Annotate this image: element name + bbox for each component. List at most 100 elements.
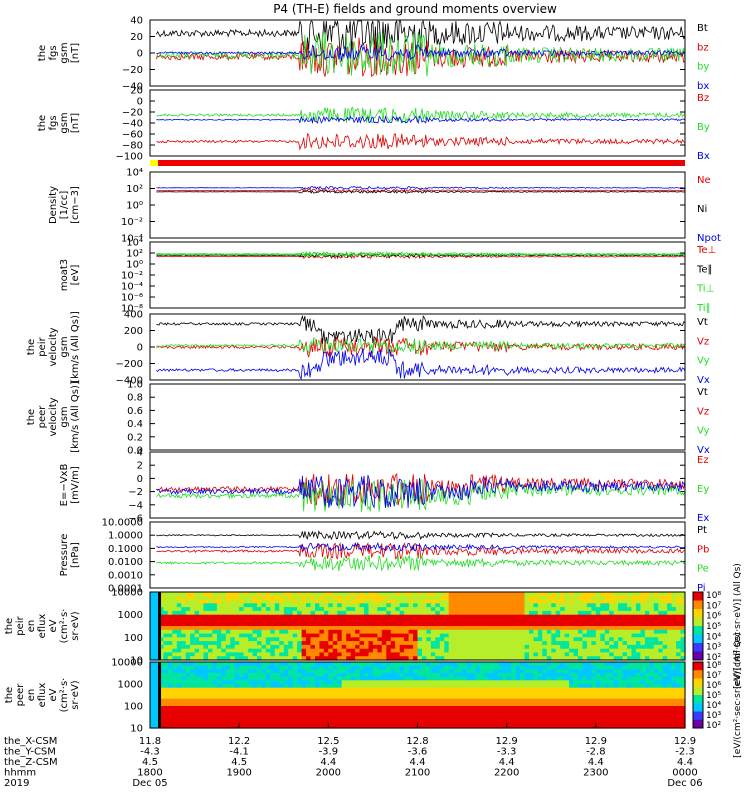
y-tick-label: 0 (137, 343, 143, 354)
heatmap-cell (212, 648, 218, 654)
heatmap-cell (252, 603, 258, 608)
heatmap-cell (216, 713, 222, 718)
heatmap-cell (199, 698, 205, 703)
heatmap-cell (323, 684, 329, 689)
heatmap-cell (640, 644, 646, 650)
heatmap-cell (341, 610, 347, 616)
heatmap-cell (292, 656, 298, 661)
colorbar-segment (693, 617, 703, 627)
heatmap-cell (279, 662, 285, 667)
heatmap-cell (221, 680, 227, 685)
heatmap-cell (529, 633, 535, 638)
heatmap-cell (381, 599, 387, 604)
heatmap-cell (653, 724, 659, 729)
heatmap-cell (368, 673, 374, 678)
heatmap-cell (283, 637, 289, 642)
heatmap-cell (239, 706, 245, 711)
heatmap-cell (622, 592, 628, 597)
legend-label: Ey (697, 484, 709, 495)
heatmap-cell (292, 607, 298, 612)
heatmap-cell (435, 652, 441, 657)
heatmap-cell (248, 709, 254, 714)
y-tick-label: 10⁻⁴ (121, 234, 143, 245)
heatmap-cell (341, 720, 347, 725)
heatmap-cell (569, 607, 575, 612)
heatmap-cell (653, 702, 659, 707)
y-tick-label: −4 (128, 500, 143, 511)
heatmap-cell (546, 676, 552, 681)
heatmap-cell (257, 592, 263, 597)
heatmap-cell (150, 637, 156, 642)
heatmap-cell (288, 706, 294, 711)
heatmap-cell (297, 626, 303, 631)
heatmap-cell (239, 717, 245, 722)
heatmap-cell (417, 698, 423, 703)
heatmap-cell (212, 599, 218, 604)
heatmap-cell (533, 652, 539, 657)
heatmap-cell (435, 687, 441, 692)
heatmap-cell (323, 669, 329, 674)
heatmap-cell (529, 665, 535, 670)
heatmap-cell (448, 662, 454, 667)
heatmap-cell (395, 614, 401, 620)
heatmap-cell (488, 644, 494, 650)
heatmap-cell (680, 610, 686, 616)
y-axis-label: the (37, 115, 48, 131)
heatmap-cell (662, 724, 668, 729)
heatmap-cell (194, 709, 200, 714)
heatmap-cell (199, 644, 205, 650)
heatmap-cell (671, 673, 677, 678)
heatmap-cell (194, 720, 200, 725)
heatmap-cell (640, 614, 646, 620)
heatmap-cell (667, 656, 673, 661)
heatmap-cell (471, 680, 477, 685)
heatmap-cell (395, 665, 401, 670)
heatmap-cell (372, 669, 378, 674)
heatmap-cell (395, 626, 401, 631)
heatmap-cell (551, 614, 557, 620)
heatmap-cell (368, 665, 374, 670)
heatmap-cell (658, 603, 664, 608)
heatmap-cell (484, 709, 490, 714)
heatmap-cell (337, 669, 343, 674)
heatmap-cell (306, 603, 312, 608)
heatmap-cell (569, 648, 575, 654)
heatmap-cell (417, 595, 423, 601)
heatmap-cell (265, 592, 271, 597)
colorbar-segment (693, 711, 703, 721)
heatmap-cell (613, 695, 619, 700)
heatmap-cell (479, 652, 485, 657)
heatmap-cell (261, 724, 267, 729)
heatmap-cell (248, 698, 254, 703)
heatmap-cell (279, 709, 285, 714)
heatmap-cell (435, 669, 441, 674)
heatmap-cell (323, 724, 329, 729)
heatmap-cell (569, 626, 575, 631)
heatmap-cell (368, 720, 374, 725)
heatmap-cell (377, 706, 383, 711)
heatmap-cell (488, 698, 494, 703)
heatmap-cell (466, 607, 472, 612)
series-group (156, 20, 685, 78)
heatmap-cell (386, 622, 392, 627)
heatmap-cell (453, 665, 459, 670)
heatmap-cell (444, 618, 450, 623)
heatmap-cell (190, 724, 196, 729)
heatmap-cell (230, 695, 236, 700)
heatmap-cell (520, 629, 526, 635)
heatmap-cell (185, 717, 191, 722)
heatmap-cell (301, 698, 307, 703)
heatmap-cell (270, 603, 276, 608)
heatmap-cell (377, 599, 383, 604)
heatmap-cell (618, 709, 624, 714)
heatmap-cell (595, 610, 601, 616)
heatmap-cell (653, 684, 659, 689)
heatmap-cell (190, 595, 196, 601)
heatmap-cell (212, 633, 218, 638)
heatmap-cell (426, 607, 432, 612)
heatmap-cell (435, 684, 441, 689)
heatmap-cell (493, 618, 499, 623)
heatmap-cell (471, 673, 477, 678)
heatmap-cell (225, 709, 231, 714)
heatmap-cell (368, 592, 374, 597)
